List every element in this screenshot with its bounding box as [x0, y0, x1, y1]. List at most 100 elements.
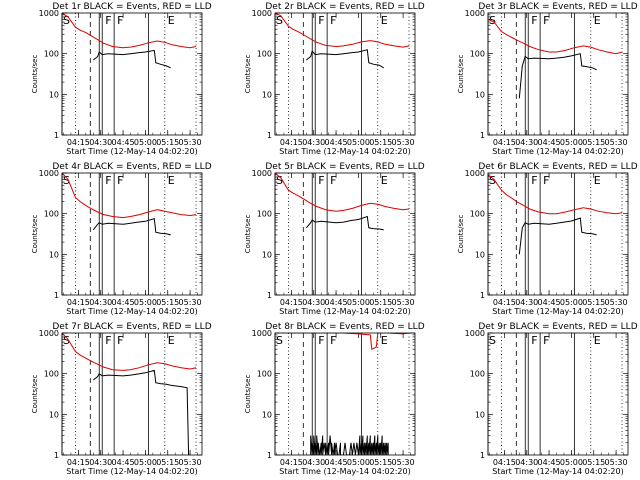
- x-axis-label: Start Time (12-May-14 04:02:20): [279, 307, 410, 316]
- y-tick-label: 100: [257, 50, 272, 59]
- lld-series-line: [488, 18, 623, 55]
- x-tick-label: 04:45: [325, 138, 348, 147]
- x-tick-label: 05:30: [179, 298, 202, 307]
- marker-label: E: [168, 174, 175, 187]
- y-tick-label: 100: [470, 50, 485, 59]
- series-group: [275, 333, 410, 455]
- panel-title: Det 3r BLACK = Events, RED = LLD: [478, 2, 637, 12]
- x-tick-label: 04:45: [538, 298, 561, 307]
- x-tick-label: 05:15: [369, 138, 392, 147]
- y-tick-label: 10: [475, 90, 485, 99]
- plot-frame: [274, 172, 416, 296]
- x-tick-label: 05:15: [156, 138, 179, 147]
- y-axis-label: Counts/sec: [31, 375, 39, 414]
- panel-det-8r: Det 8r BLACK = Events, RED = LLD 1 10 100 10…: [244, 322, 425, 476]
- series-group: [488, 18, 623, 99]
- x-axis-label: Start Time (12-May-14 04:02:20): [279, 467, 410, 476]
- lld-series-line: [275, 173, 410, 212]
- series-group: [275, 173, 410, 231]
- x-tick-label: 05:15: [369, 298, 392, 307]
- x-tick-label: 04:30: [515, 458, 538, 467]
- x-tick-label: 05:00: [347, 138, 370, 147]
- x-tick-label: 04:15: [67, 138, 90, 147]
- y-axis-label: Counts/sec: [244, 215, 252, 254]
- y-tick-label: 1000: [39, 169, 59, 178]
- marker-label: F: [543, 334, 549, 347]
- x-tick-label: 04:30: [89, 138, 112, 147]
- marker-label: F: [318, 14, 324, 27]
- x-axis-label: Start Time (12-May-14 04:02:20): [66, 467, 197, 476]
- x-tick-label: 04:15: [67, 458, 90, 467]
- marker-label: F: [117, 174, 123, 187]
- x-axis-label: Start Time (12-May-14 04:02:20): [492, 307, 623, 316]
- y-tick-label: 100: [44, 50, 59, 59]
- y-axis-label: Counts/sec: [457, 55, 465, 94]
- plot-frame: [487, 12, 629, 136]
- x-tick-label: 05:15: [582, 298, 605, 307]
- y-tick-label: 1000: [252, 329, 272, 338]
- marker-label: E: [381, 174, 388, 187]
- x-tick-label: 05:00: [134, 458, 157, 467]
- marker-label: S: [489, 174, 496, 187]
- panel-det-7r: Det 7r BLACK = Events, RED = LLD 1 10 100 10…: [31, 322, 212, 476]
- events-series-line: [518, 217, 597, 255]
- y-tick-label: 10: [475, 250, 485, 259]
- panel-title: Det 4r BLACK = Events, RED = LLD: [52, 162, 211, 172]
- y-tick-label: 1000: [465, 9, 485, 18]
- plot-frame: [61, 12, 203, 136]
- y-tick-label: 10: [49, 250, 59, 259]
- y-tick-label: 1: [54, 291, 59, 300]
- marker-label: F: [330, 334, 336, 347]
- x-tick-label: 04:30: [89, 458, 112, 467]
- x-tick-label: 04:45: [538, 138, 561, 147]
- plot-frame: [487, 332, 629, 456]
- x-tick-label: 05:00: [347, 458, 370, 467]
- marker-label: F: [330, 174, 336, 187]
- y-axis-label: Counts/sec: [457, 215, 465, 254]
- marker-label: S: [276, 14, 283, 27]
- y-tick-label: 10: [262, 90, 272, 99]
- marker-label: F: [105, 174, 111, 187]
- y-tick-label: 1: [480, 451, 485, 460]
- y-tick-label: 1000: [252, 169, 272, 178]
- y-tick-label: 1: [267, 291, 272, 300]
- y-tick-label: 1: [54, 131, 59, 140]
- events-series-line: [92, 369, 190, 455]
- y-tick-label: 1: [480, 131, 485, 140]
- marker-label: E: [594, 174, 601, 187]
- marker-label: S: [489, 14, 496, 27]
- panel-det-9r: Det 9r BLACK = Events, RED = LLD 1 10 100 10…: [465, 322, 638, 476]
- panel-det-4r: Det 4r BLACK = Events, RED = LLD 1 10 100 10…: [31, 162, 212, 316]
- x-tick-label: 04:30: [302, 298, 325, 307]
- lld-series-line: [275, 333, 410, 350]
- marker-label: F: [531, 174, 537, 187]
- panel-det-2r: Det 2r BLACK = Events, RED = LLD 1 10 100 10…: [244, 2, 425, 156]
- marker-label: F: [531, 334, 537, 347]
- x-tick-label: 05:30: [179, 458, 202, 467]
- x-axis-label: Start Time (12-May-14 04:02:20): [66, 147, 197, 156]
- marker-label: E: [594, 334, 601, 347]
- marker-label: F: [330, 14, 336, 27]
- marker-label: F: [543, 174, 549, 187]
- series-group: [62, 13, 197, 69]
- events-series-line: [92, 218, 171, 236]
- marker-label: E: [594, 14, 601, 27]
- marker-label: S: [276, 334, 283, 347]
- x-tick-label: 05:30: [605, 298, 628, 307]
- x-tick-label: 04:30: [302, 458, 325, 467]
- marker-label: F: [318, 174, 324, 187]
- marker-label: F: [531, 14, 537, 27]
- x-tick-label: 05:30: [392, 298, 415, 307]
- x-tick-label: 05:15: [582, 138, 605, 147]
- x-tick-label: 05:00: [560, 298, 583, 307]
- x-tick-label: 04:15: [280, 458, 303, 467]
- panel-title: Det 8r BLACK = Events, RED = LLD: [265, 322, 424, 332]
- x-tick-label: 04:30: [89, 298, 112, 307]
- plot-frame: [274, 332, 416, 456]
- x-tick-label: 04:15: [493, 458, 516, 467]
- x-tick-label: 05:00: [134, 138, 157, 147]
- events-series-line: [305, 49, 384, 69]
- x-tick-label: 05:00: [347, 298, 370, 307]
- lld-series-line: [62, 13, 197, 49]
- marker-label: F: [105, 14, 111, 27]
